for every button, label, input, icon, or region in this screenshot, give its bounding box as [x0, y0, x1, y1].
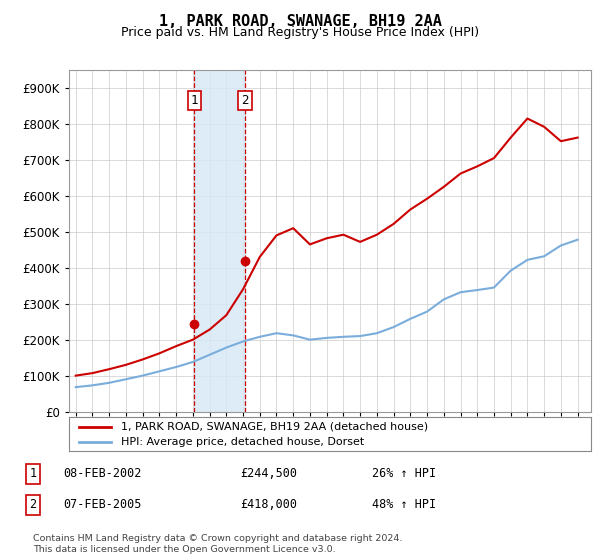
Text: 1, PARK ROAD, SWANAGE, BH19 2AA (detached house): 1, PARK ROAD, SWANAGE, BH19 2AA (detache…	[121, 422, 428, 432]
Text: £244,500: £244,500	[240, 467, 297, 480]
Text: 26% ↑ HPI: 26% ↑ HPI	[372, 467, 436, 480]
Text: HPI: Average price, detached house, Dorset: HPI: Average price, detached house, Dors…	[121, 437, 364, 447]
Text: £418,000: £418,000	[240, 498, 297, 511]
Text: 1: 1	[29, 467, 37, 480]
Text: 08-FEB-2002: 08-FEB-2002	[63, 467, 142, 480]
Text: 2: 2	[29, 498, 37, 511]
Text: This data is licensed under the Open Government Licence v3.0.: This data is licensed under the Open Gov…	[33, 545, 335, 554]
Text: 1: 1	[191, 94, 198, 107]
Text: Contains HM Land Registry data © Crown copyright and database right 2024.: Contains HM Land Registry data © Crown c…	[33, 534, 403, 543]
Text: Price paid vs. HM Land Registry's House Price Index (HPI): Price paid vs. HM Land Registry's House …	[121, 26, 479, 39]
Bar	[194, 70, 245, 412]
Text: 1, PARK ROAD, SWANAGE, BH19 2AA: 1, PARK ROAD, SWANAGE, BH19 2AA	[158, 14, 442, 29]
Text: 48% ↑ HPI: 48% ↑ HPI	[372, 498, 436, 511]
Text: 2: 2	[241, 94, 248, 107]
Text: 07-FEB-2005: 07-FEB-2005	[63, 498, 142, 511]
